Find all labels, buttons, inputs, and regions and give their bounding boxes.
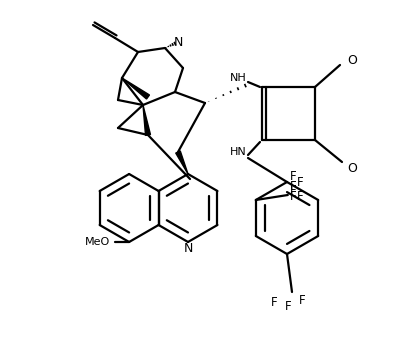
Polygon shape [176,151,188,174]
Text: N: N [183,242,193,255]
Text: NH: NH [229,73,246,83]
Text: MeO: MeO [84,237,110,247]
Polygon shape [122,78,149,99]
Text: CF₃: CF₃ [288,193,290,194]
Text: O: O [347,53,357,67]
Text: O: O [347,162,357,174]
Text: F: F [299,293,305,306]
Text: F: F [285,300,291,312]
Text: HN: HN [229,147,246,157]
Text: F: F [297,190,303,204]
Text: N: N [173,35,183,49]
Polygon shape [143,105,150,135]
Text: F: F [290,184,296,197]
Text: F: F [271,295,277,308]
Text: F: F [297,176,303,189]
Text: F: F [290,170,297,183]
Text: F: F [290,189,297,203]
Text: F: F [290,180,297,192]
